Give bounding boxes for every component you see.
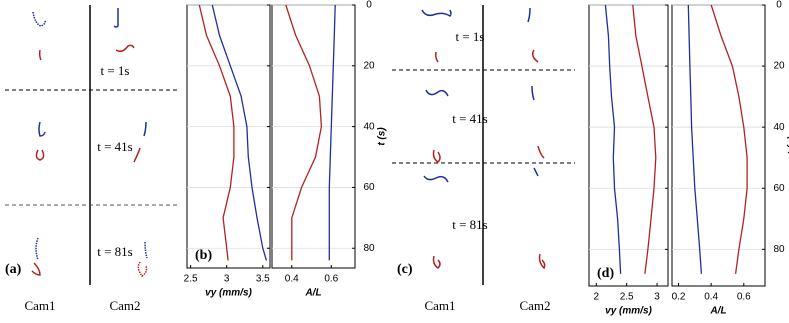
y-tick-label: 80 xyxy=(773,244,785,255)
worm xyxy=(432,149,441,163)
x-axis-label: vy (mm/s) xyxy=(605,306,652,317)
data-line xyxy=(632,4,657,274)
x-tick-label: 2.5 xyxy=(620,292,634,303)
plot-frame xyxy=(271,4,356,269)
worm xyxy=(115,44,135,53)
worm xyxy=(537,145,545,159)
y-tick-label: 0 xyxy=(776,0,782,11)
camera-label: Cam1 xyxy=(424,298,455,313)
camera-label: Cam1 xyxy=(24,298,55,313)
worm xyxy=(538,253,546,270)
time-label: t = 41s xyxy=(452,111,488,126)
worm xyxy=(527,7,531,23)
worm xyxy=(38,121,46,137)
worm xyxy=(137,261,148,278)
x-tick-label: 0.4 xyxy=(704,292,718,303)
x-tick-label: 2.5 xyxy=(184,274,198,285)
x-tick-label: 0.6 xyxy=(737,292,751,303)
y-tick-label: 40 xyxy=(773,122,785,133)
data-line xyxy=(604,4,622,274)
y-tick-label: 0 xyxy=(366,0,372,11)
worm xyxy=(425,89,449,97)
x-axis-label: A/L xyxy=(304,288,321,299)
data-line xyxy=(710,4,748,274)
worm xyxy=(144,241,148,259)
panel-label: (d) xyxy=(597,266,614,281)
worm xyxy=(531,85,535,101)
time-label: t = 41s xyxy=(97,139,133,154)
y-tick-label: 60 xyxy=(773,183,785,194)
y-tick-label: 40 xyxy=(363,121,375,132)
worm xyxy=(113,8,119,28)
plot-frame xyxy=(671,4,766,287)
worm xyxy=(35,237,39,261)
data-line xyxy=(198,4,235,261)
worm xyxy=(533,167,539,177)
panel-label: (a) xyxy=(5,262,22,277)
x-tick-label: 3.5 xyxy=(256,274,270,285)
camera-label: Cam2 xyxy=(109,298,140,313)
panel-label: (c) xyxy=(397,262,413,277)
time-label: t = 1s xyxy=(100,63,129,78)
x-axis-label: vy (mm/s) xyxy=(205,288,252,299)
camera-label: Cam2 xyxy=(519,298,550,313)
data-line xyxy=(328,4,336,261)
plot-frame xyxy=(186,4,271,269)
x-tick-label: 0.6 xyxy=(324,274,338,285)
worm xyxy=(35,149,45,161)
worm xyxy=(133,147,141,163)
worm xyxy=(423,175,449,183)
worm xyxy=(143,121,147,137)
x-tick-label: 3 xyxy=(224,274,230,285)
data-line xyxy=(285,4,323,261)
x-tick-label: 3 xyxy=(654,292,660,303)
panel-c xyxy=(392,5,575,285)
worm xyxy=(435,51,439,63)
time-label: t = 1s xyxy=(455,29,484,44)
data-line xyxy=(687,4,703,274)
y-axis-label: t (s) xyxy=(377,127,388,146)
worm xyxy=(432,255,441,269)
y-tick-label: 60 xyxy=(363,182,375,193)
y-tick-label: 20 xyxy=(363,60,375,71)
panel-label: (b) xyxy=(195,248,212,263)
y-axis-label: t (s) xyxy=(787,136,789,155)
y-tick-label: 20 xyxy=(773,61,785,72)
time-label: t = 81s xyxy=(97,244,133,259)
worm xyxy=(531,49,539,63)
x-tick-label: 0.4 xyxy=(285,274,299,285)
panel-a xyxy=(5,5,180,285)
worm xyxy=(421,9,452,17)
worm xyxy=(32,11,46,27)
x-tick-label: 2 xyxy=(594,292,600,303)
worm xyxy=(31,262,41,276)
worm xyxy=(38,49,42,61)
x-tick-label: 0.2 xyxy=(672,292,686,303)
data-line xyxy=(211,4,268,261)
plot-frame xyxy=(588,4,669,287)
x-axis-label: A/L xyxy=(709,306,726,317)
time-label: t = 81s xyxy=(452,217,488,232)
y-tick-label: 80 xyxy=(363,243,375,254)
